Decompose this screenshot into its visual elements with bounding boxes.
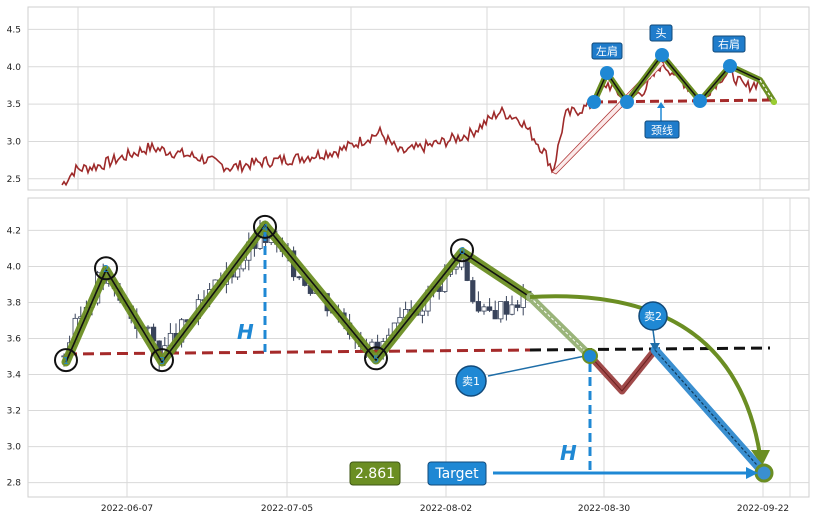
top-price-series — [61, 58, 773, 187]
sell1-label: 卖1 — [462, 375, 480, 388]
top-y-tick-labels: 2.5 3.0 3.5 4.0 4.5 — [7, 25, 22, 184]
sell1-point — [582, 348, 598, 364]
sell2-label: 卖2 — [644, 310, 662, 323]
target-label: Target — [434, 466, 479, 482]
sell2-pointer — [652, 329, 656, 346]
pullback-path-core — [589, 349, 656, 392]
y-tick-label: 4.5 — [7, 25, 21, 35]
candle-body — [481, 306, 487, 312]
head-box — [649, 24, 673, 42]
candle-body — [486, 306, 493, 311]
candle-body — [498, 301, 504, 320]
pattern-point-label: 5 — [373, 354, 379, 365]
pattern-point-label: 3 — [159, 356, 165, 367]
sell1-badge — [455, 365, 487, 397]
top-point-marker — [600, 66, 614, 80]
candle-body — [503, 301, 510, 315]
bottom-pattern-core — [65, 223, 531, 364]
y-tick-label: 3.6 — [7, 334, 22, 344]
x-tick-label: 2022-09-22 — [737, 504, 789, 514]
y-tick-label: 4.0 — [7, 262, 22, 272]
candle-body — [470, 280, 476, 302]
pattern-point-label: 4 — [262, 223, 268, 234]
y-tick-label: 2.8 — [7, 479, 22, 489]
target-value: 2.861 — [355, 466, 395, 482]
top-panel: 2.5 3.0 3.5 4.0 4.5 左肩 头 右肩 颈线 — [7, 6, 810, 191]
candle-body — [492, 310, 498, 320]
bottom-pattern-projection-core — [529, 296, 591, 357]
y-tick-label: 4.0 — [7, 63, 22, 73]
x-tick-label: 2022-08-30 — [578, 504, 631, 514]
candle-body — [509, 304, 515, 315]
head-label: 头 — [656, 27, 667, 40]
candle-body — [419, 310, 426, 316]
top-point-marker — [620, 95, 634, 109]
neckline-label: 颈线 — [651, 123, 673, 137]
pattern-point-label: 6 — [459, 246, 465, 257]
neckline-box — [644, 120, 680, 139]
pattern-point-label: 2 — [103, 264, 109, 275]
top-point-marker — [723, 59, 737, 73]
y-tick-label: 3.0 — [7, 137, 22, 147]
bottom-y-tick-labels: 2.8 3.0 3.2 3.4 3.6 3.8 4.0 4.2 — [7, 226, 22, 488]
left-shoulder-label: 左肩 — [596, 44, 618, 58]
top-pattern-tail — [759, 79, 775, 103]
x-tick-label: 2022-08-02 — [420, 504, 472, 514]
top-gridlines — [28, 7, 809, 190]
pattern-point-circle — [94, 256, 118, 281]
sell2-pointer-head — [650, 343, 660, 351]
sell2-badge — [638, 301, 668, 331]
right-shoulder-box — [712, 35, 746, 53]
top-panel-frame — [27, 6, 810, 191]
neckline-pointer-head — [657, 102, 665, 108]
pattern-point-markers: 1 2 3 4 5 6 — [54, 214, 474, 373]
pattern-point-circle — [150, 348, 174, 373]
y-tick-label: 2.5 — [7, 175, 21, 185]
target-curve-arrowhead — [751, 450, 770, 466]
y-tick-label: 4.2 — [7, 226, 21, 236]
height-label-left: H — [237, 320, 254, 344]
bottom-panel: 2.83.03.23.43.63.84.04.2 2022-06-07 2022-… — [7, 197, 810, 514]
bottom-neckline-projection — [529, 346, 771, 352]
y-tick-label: 3.5 — [7, 100, 21, 110]
pattern-point-circle — [253, 214, 277, 239]
target-point — [754, 463, 774, 483]
pattern-point-circle — [54, 348, 78, 373]
right-shoulder-label: 右肩 — [718, 37, 740, 51]
target-arrowhead — [746, 467, 758, 479]
y-tick-label: 3.8 — [7, 298, 22, 308]
target-projection-core — [654, 349, 765, 474]
height-label-right: H — [560, 441, 577, 465]
pattern-point-circle — [364, 346, 388, 371]
candle-body — [296, 276, 302, 279]
target-curve-arrow — [529, 294, 762, 456]
bottom-x-tick-labels: 2022-06-07 2022-07-05 2022-08-02 2022-08-30… — [101, 504, 789, 514]
x-tick-label: 2022-06-07 — [101, 504, 153, 514]
target-label-box — [427, 461, 487, 486]
top-point-marker — [655, 48, 669, 62]
y-tick-label: 3.4 — [7, 371, 22, 381]
candle-body — [515, 304, 521, 308]
target-value-box — [349, 461, 401, 486]
left-shoulder-box — [591, 42, 623, 60]
x-tick-label: 2022-07-05 — [261, 504, 313, 514]
candle-body — [464, 258, 470, 281]
top-end-marker — [771, 99, 777, 105]
y-tick-label: 3.2 — [7, 407, 21, 417]
candle-body — [475, 301, 482, 312]
top-point-marker — [693, 94, 707, 108]
sell1-pointer — [487, 355, 586, 377]
pattern-point-circle — [450, 238, 474, 263]
bottom-neckline — [65, 348, 531, 356]
top-point-marker — [587, 95, 601, 109]
y-tick-label: 3.0 — [7, 443, 22, 453]
pattern-point-label: 1 — [63, 356, 69, 367]
